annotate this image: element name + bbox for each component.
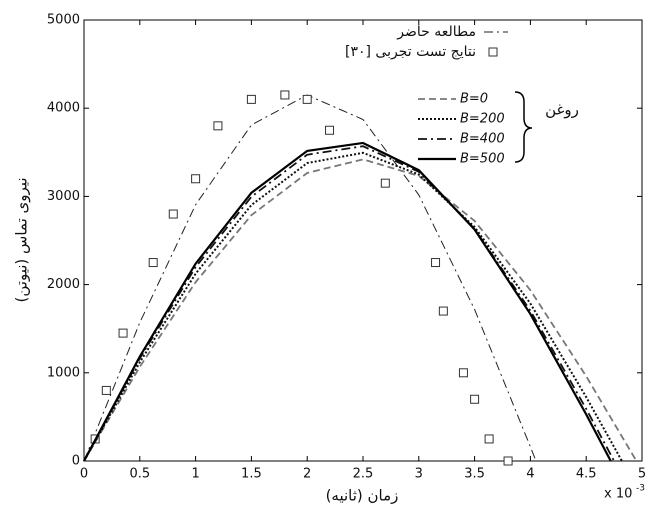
y-axis-label: نیروی تماس (نیوتن): [13, 178, 31, 303]
data-point: [246, 94, 256, 104]
data-point: [191, 174, 201, 184]
series-line: [83, 158, 638, 462]
series-line: [83, 151, 623, 462]
y-tick-label: 5000: [47, 13, 80, 28]
plot-frame: [83, 19, 643, 462]
x-axis-label: زمان (ثانیه): [326, 487, 399, 505]
legend-label: مطالعه حاضر: [396, 24, 476, 40]
data-point: [213, 121, 223, 131]
x-multiplier: x 10: [604, 487, 632, 502]
data-point: [325, 125, 335, 135]
series-line: [83, 145, 615, 462]
x-tick-label: 4.5: [576, 467, 597, 482]
legend-label: [۳۰] نتایج تست تجربی: [345, 44, 476, 60]
y-tick-label: 2000: [47, 277, 80, 292]
x-tick-label: 2: [303, 467, 311, 482]
data-point: [148, 258, 158, 268]
series-line: [83, 141, 612, 462]
y-tick-label: 0: [72, 454, 80, 469]
data-point: [484, 434, 494, 444]
data-point: [458, 368, 468, 378]
y-tick-label: 3000: [47, 189, 80, 204]
x-tick-label: 1.5: [241, 467, 262, 482]
legend-group-label: روغن: [545, 101, 579, 119]
x-tick-label: 0.5: [129, 467, 150, 482]
data-point: [470, 394, 480, 404]
data-point: [101, 385, 111, 395]
data-point: [438, 306, 448, 316]
x-tick-label: 3.5: [464, 467, 485, 482]
x-tick-label: 1: [191, 467, 199, 482]
series-line: [83, 94, 537, 462]
legend-label: B=0: [460, 92, 488, 107]
x-tick-label: 0: [80, 467, 88, 482]
x-multiplier-exponent: -3: [636, 484, 645, 494]
y-tick-label: 1000: [47, 365, 80, 380]
legend-label: B=500: [460, 152, 505, 167]
data-point: [280, 90, 290, 100]
legend-label: B=200: [460, 112, 505, 127]
legend-label: B=400: [460, 132, 505, 147]
data-point: [503, 456, 513, 466]
legend-marker: [488, 47, 498, 57]
x-tick-label: 4: [526, 467, 534, 482]
data-point: [380, 178, 390, 188]
y-tick-label: 4000: [47, 101, 80, 116]
data-point: [168, 209, 178, 219]
data-point: [118, 328, 128, 338]
legend-brace: [514, 91, 533, 163]
data-point: [302, 94, 312, 104]
x-tick-label: 5: [638, 467, 646, 482]
data-point: [431, 258, 441, 268]
x-tick-label: 2.5: [353, 467, 374, 482]
x-tick-label: 3: [415, 467, 423, 482]
